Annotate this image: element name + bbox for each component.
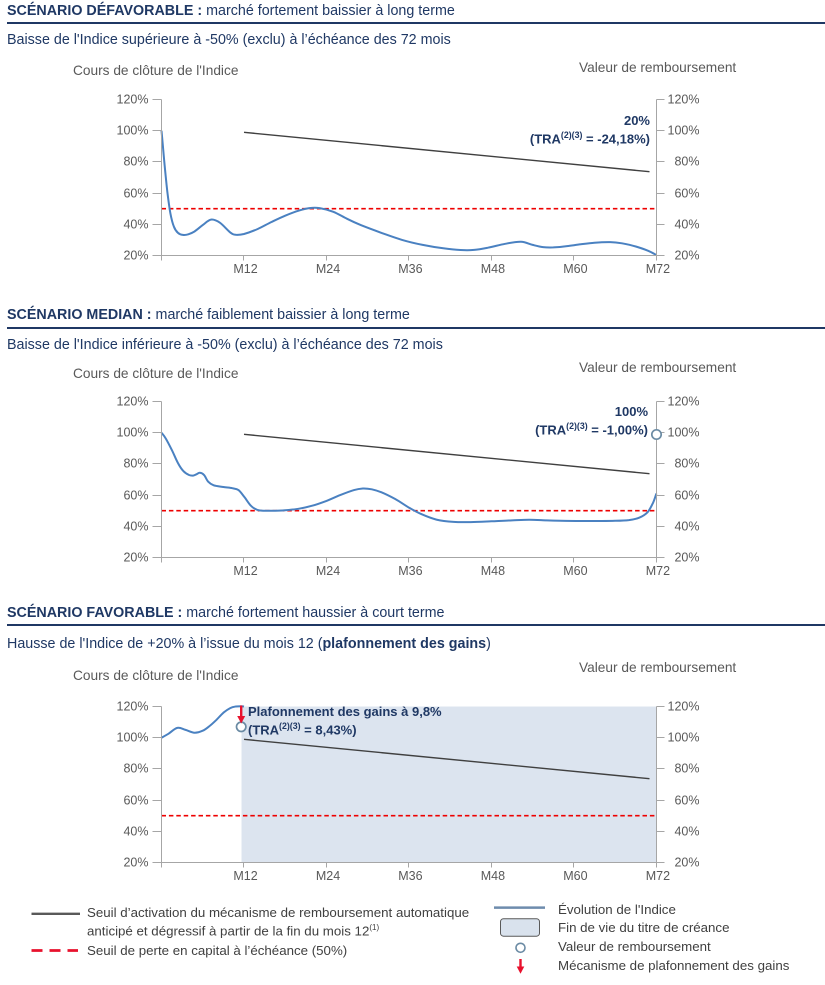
- svg-text:M24: M24: [316, 869, 340, 883]
- svg-text:40%: 40%: [674, 520, 699, 534]
- svg-text:M72: M72: [646, 262, 670, 276]
- svg-text:20%: 20%: [674, 249, 699, 263]
- svg-text:40%: 40%: [674, 218, 699, 232]
- svg-text:20%: 20%: [674, 551, 699, 565]
- svg-text:80%: 80%: [123, 457, 148, 471]
- svg-text:M12: M12: [233, 564, 257, 578]
- svg-text:M12: M12: [233, 869, 257, 883]
- svg-text:40%: 40%: [123, 825, 148, 839]
- svg-text:100%: 100%: [668, 124, 700, 138]
- svg-text:20%: 20%: [123, 249, 148, 263]
- svg-text:M24: M24: [316, 262, 340, 276]
- svg-text:60%: 60%: [123, 489, 148, 503]
- svg-text:20%: 20%: [123, 551, 148, 565]
- svg-text:60%: 60%: [674, 187, 699, 201]
- svg-text:M36: M36: [398, 262, 422, 276]
- svg-text:M72: M72: [646, 564, 670, 578]
- svg-text:20%: 20%: [123, 856, 148, 870]
- svg-text:80%: 80%: [674, 762, 699, 776]
- svg-text:120%: 120%: [668, 93, 700, 107]
- svg-text:60%: 60%: [123, 187, 148, 201]
- svg-text:40%: 40%: [123, 520, 148, 534]
- svg-text:M24: M24: [316, 564, 340, 578]
- svg-text:M60: M60: [563, 564, 587, 578]
- svg-text:80%: 80%: [674, 457, 699, 471]
- svg-text:100%: 100%: [117, 426, 149, 440]
- svg-text:100%: 100%: [117, 731, 149, 745]
- svg-text:60%: 60%: [674, 794, 699, 808]
- svg-text:120%: 120%: [668, 700, 700, 714]
- svg-text:40%: 40%: [123, 218, 148, 232]
- svg-text:60%: 60%: [123, 794, 148, 808]
- svg-text:M36: M36: [398, 564, 422, 578]
- svg-text:M72: M72: [646, 869, 670, 883]
- svg-text:40%: 40%: [674, 825, 699, 839]
- svg-text:120%: 120%: [117, 93, 149, 107]
- svg-text:M48: M48: [481, 564, 505, 578]
- svg-text:60%: 60%: [674, 489, 699, 503]
- svg-text:100%: 100%: [668, 731, 700, 745]
- svg-text:120%: 120%: [117, 395, 149, 409]
- svg-text:M60: M60: [563, 869, 587, 883]
- svg-text:80%: 80%: [123, 762, 148, 776]
- svg-text:120%: 120%: [117, 700, 149, 714]
- svg-text:M60: M60: [563, 262, 587, 276]
- svg-text:M48: M48: [481, 869, 505, 883]
- svg-text:120%: 120%: [668, 395, 700, 409]
- svg-text:100%: 100%: [117, 124, 149, 138]
- svg-text:80%: 80%: [123, 155, 148, 169]
- svg-text:80%: 80%: [674, 155, 699, 169]
- svg-text:M36: M36: [398, 869, 422, 883]
- svg-text:M48: M48: [481, 262, 505, 276]
- svg-text:20%: 20%: [674, 856, 699, 870]
- svg-text:100%: 100%: [668, 426, 700, 440]
- svg-text:M12: M12: [233, 262, 257, 276]
